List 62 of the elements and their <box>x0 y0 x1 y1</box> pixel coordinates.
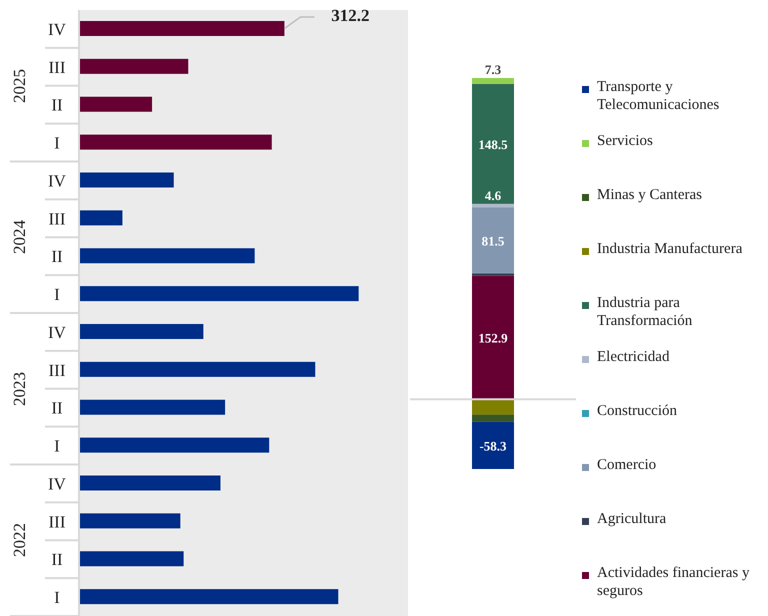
text: 2024 <box>9 220 30 254</box>
y-tick-label: IV <box>48 474 67 494</box>
legend-label: Comercio <box>597 456 656 474</box>
y-tick-label: I <box>54 588 60 608</box>
bar <box>472 273 514 276</box>
legend-label: Industria para Transformación <box>597 294 694 330</box>
legend-label: Minas y Canteras <box>597 186 702 204</box>
bar <box>79 589 338 604</box>
bar <box>79 248 255 264</box>
bar <box>79 438 270 453</box>
bar <box>79 400 226 415</box>
data-label: 148.5 <box>478 136 508 152</box>
bar <box>79 134 272 150</box>
data-label: 81.5 <box>482 233 505 248</box>
bar <box>472 422 514 469</box>
bar <box>472 276 514 400</box>
legend-label: Transporte y Telecomunicaciones <box>597 78 720 114</box>
bar <box>472 78 514 84</box>
text: 2023 <box>9 372 30 406</box>
y-tick-label: III <box>48 360 66 380</box>
y-tick-label: III <box>48 209 66 228</box>
y-tick-label: III <box>48 58 66 77</box>
bar <box>472 204 514 208</box>
bar <box>79 21 284 36</box>
bar <box>472 414 514 422</box>
text: 2025 <box>9 68 30 103</box>
y-tick-label: II <box>51 398 63 418</box>
legend-label: Electricidad <box>597 348 670 366</box>
bar <box>79 513 180 528</box>
bar <box>79 58 188 74</box>
y-tick-label: IV <box>48 322 67 342</box>
y-tick-label: I <box>54 436 60 456</box>
data-label: 4.6 <box>484 188 502 203</box>
data-label: 312.2 <box>331 6 370 25</box>
bar <box>472 208 514 274</box>
data-label: -58.3 <box>479 438 508 454</box>
bar <box>79 96 152 112</box>
legend-label: Construcción <box>597 402 677 420</box>
bar <box>79 210 122 226</box>
y-tick-label: IV <box>48 171 67 190</box>
y-tick-label: II <box>51 96 63 115</box>
bar <box>79 551 184 566</box>
data-label: 7.3 <box>484 62 502 77</box>
bar <box>472 84 514 204</box>
bar <box>79 362 316 377</box>
text: 2022 <box>9 523 30 558</box>
bar <box>472 399 514 415</box>
legend-label: Servicios <box>597 132 653 150</box>
y-tick-label: II <box>51 247 63 266</box>
legend-label: Actividades financieras y seguros <box>597 564 750 600</box>
bar <box>79 172 174 188</box>
y-tick-label: II <box>51 550 63 570</box>
legend-label: Industria Manufacturera <box>597 240 742 258</box>
y-tick-label: I <box>54 134 60 153</box>
y-tick-label: IV <box>48 20 67 39</box>
bar <box>79 286 359 302</box>
bar <box>79 476 220 490</box>
y-tick-label: I <box>54 285 60 304</box>
data-label: 152.9 <box>478 330 508 346</box>
legend-label: Agricultura <box>597 510 666 528</box>
y-tick-label: III <box>48 512 66 532</box>
bar <box>79 324 204 339</box>
